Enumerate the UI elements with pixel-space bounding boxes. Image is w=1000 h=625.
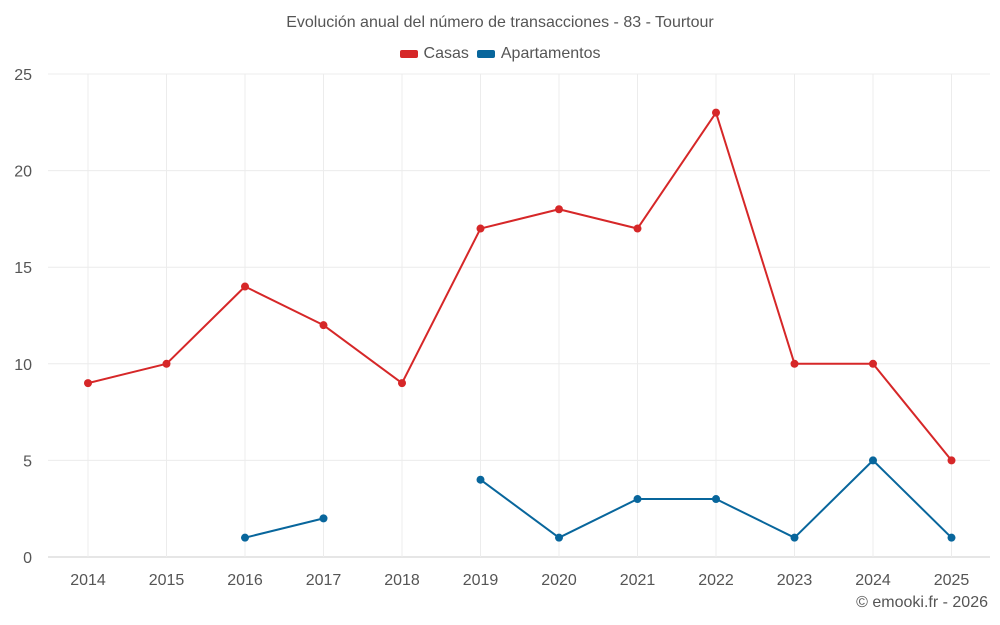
y-tick-label-10: 10: [14, 357, 32, 374]
data-point-apartamentos-2016: [241, 533, 249, 542]
series-line-casas-0: [87, 111, 953, 462]
data-point-apartamentos-2019: [476, 475, 485, 484]
data-point-casas-2016: [241, 282, 249, 291]
data-point-casas-2017: [319, 321, 328, 330]
legend-swatch-apartamentos: [476, 50, 495, 58]
legend-label-casas: Casas: [423, 45, 469, 62]
data-point-apartamentos-2023: [790, 533, 799, 542]
y-tick-label-25: 25: [14, 67, 32, 84]
x-tick-label-2022: 2022: [698, 572, 734, 589]
data-point-casas-2018: [398, 379, 406, 388]
data-point-apartamentos-2021: [633, 495, 642, 504]
legend-item-casas[interactable]: Casas: [399, 45, 469, 63]
x-tick-label-2018: 2018: [384, 572, 420, 589]
x-tick-label-2024: 2024: [855, 572, 891, 589]
y-tick-label-20: 20: [14, 164, 32, 181]
y-tick-label-0: 0: [23, 550, 32, 567]
x-tick-label-2017: 2017: [306, 572, 342, 589]
x-tick-label-2021: 2021: [620, 572, 656, 589]
data-point-apartamentos-2017: [319, 514, 328, 523]
x-tick-label-2015: 2015: [149, 572, 185, 589]
data-point-casas-2024: [869, 359, 877, 368]
data-point-apartamentos-2025: [947, 533, 956, 542]
watermark: © emooki.fr - 2026: [856, 594, 988, 611]
x-tick-label-2019: 2019: [463, 572, 499, 589]
series-line-apartamentos-0: [244, 517, 324, 539]
data-point-apartamentos-2024: [869, 456, 877, 465]
x-tick-label-2025: 2025: [934, 572, 970, 589]
data-point-casas-2023: [790, 359, 799, 368]
legend-label-apartamentos: Apartamentos: [500, 45, 601, 62]
data-point-casas-2015: [162, 359, 171, 368]
x-tick-label-2014: 2014: [70, 572, 106, 589]
y-tick-label-15: 15: [14, 260, 32, 277]
y-tick-label-5: 5: [23, 453, 32, 470]
data-point-casas-2020: [555, 205, 563, 214]
data-point-casas-2025: [947, 456, 956, 465]
data-point-casas-2014: [84, 379, 92, 388]
data-point-casas-2021: [633, 224, 642, 233]
data-point-apartamentos-2020: [555, 533, 563, 542]
legend: Casas Apartamentos: [0, 45, 1000, 63]
chart-title: Evolución anual del número de transaccio…: [286, 14, 714, 31]
x-tick-label-2016: 2016: [227, 572, 263, 589]
data-point-casas-2022: [712, 108, 720, 117]
data-point-casas-2019: [476, 224, 485, 233]
data-point-apartamentos-2022: [712, 495, 720, 504]
legend-item-apartamentos[interactable]: Apartamentos: [476, 45, 601, 63]
x-tick-label-2023: 2023: [777, 572, 813, 589]
legend-swatch-casas: [399, 50, 418, 58]
x-tick-label-2020: 2020: [541, 572, 577, 589]
